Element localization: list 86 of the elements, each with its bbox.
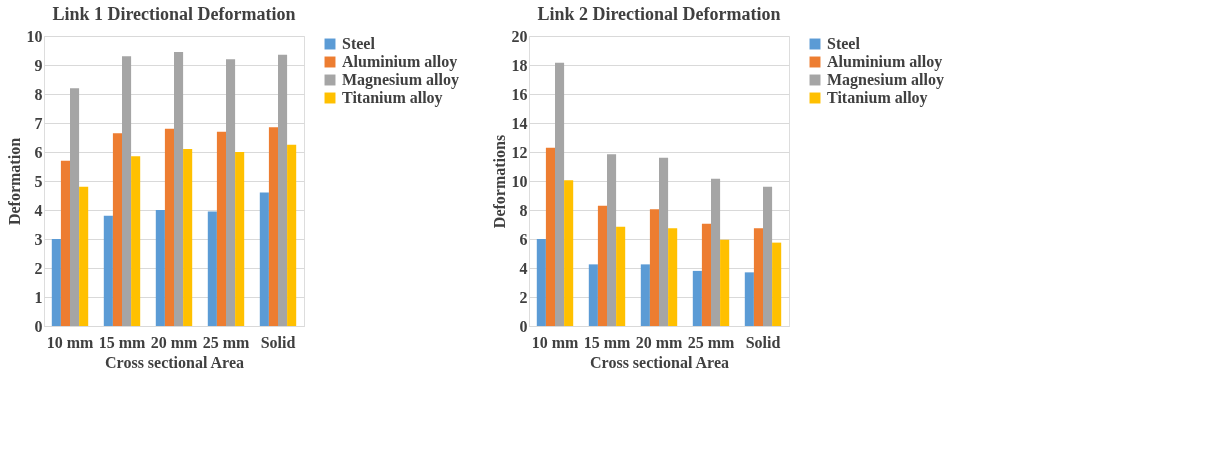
bar	[122, 56, 132, 326]
y-tick-label: 1	[34, 288, 43, 306]
x-axis-title: Cross sectional Area	[590, 353, 729, 371]
legend-label: Titanium alloy	[827, 89, 928, 107]
x-tick-label: 10 mm	[46, 333, 94, 351]
bar	[692, 270, 702, 326]
bar	[588, 264, 598, 326]
chart-title: Link 2 Directional Deformation	[537, 4, 781, 24]
bar	[70, 88, 80, 326]
y-tick-label: 12	[511, 143, 528, 161]
x-tick-label: Solid	[745, 333, 781, 351]
bar	[753, 228, 763, 326]
y-axis-title: Deformation	[5, 137, 23, 226]
bar	[744, 272, 754, 326]
bar	[164, 128, 174, 326]
y-tick-label: 4	[519, 259, 528, 277]
bar	[772, 242, 782, 326]
y-tick-label: 16	[511, 85, 528, 103]
bar	[564, 180, 574, 326]
y-tick-label: 8	[519, 201, 528, 219]
chart-title: Link 1 Directional Deformation	[52, 4, 296, 24]
bar	[616, 226, 626, 326]
bar	[668, 228, 678, 326]
x-tick-label: 25 mm	[687, 333, 735, 351]
y-tick-label: 4	[34, 201, 43, 219]
y-tick-label: 8	[34, 85, 43, 103]
bar	[103, 215, 113, 326]
bar	[287, 144, 297, 326]
legend-label: Magnesium alloy	[342, 71, 459, 89]
y-axis-title: Deformations	[490, 134, 508, 229]
legend-label: Steel	[342, 35, 376, 52]
y-tick-label: 10	[26, 27, 43, 45]
y-tick-label: 0	[34, 317, 43, 335]
y-tick-label: 10	[511, 172, 528, 190]
bar	[701, 223, 711, 326]
legend-label: Steel	[827, 35, 861, 52]
y-tick-label: 18	[511, 56, 528, 74]
legend-label: Aluminium alloy	[827, 53, 943, 71]
bar	[640, 264, 650, 326]
bar	[51, 239, 61, 326]
bar	[659, 157, 669, 326]
bar	[278, 54, 288, 326]
legend-label: Aluminium alloy	[342, 53, 458, 71]
bar	[597, 205, 607, 326]
y-tick-label: 9	[34, 56, 43, 74]
bar	[131, 156, 141, 326]
bar	[207, 211, 217, 326]
bar	[555, 62, 565, 326]
bar	[60, 160, 70, 326]
bar	[235, 152, 245, 326]
bar	[216, 131, 226, 326]
y-tick-label: 6	[34, 143, 43, 161]
bar	[112, 133, 122, 326]
legend-label: Titanium alloy	[342, 89, 443, 107]
x-tick-label: 20 mm	[635, 333, 683, 351]
bar	[259, 192, 269, 326]
bar	[649, 209, 659, 326]
bar	[720, 239, 730, 326]
bar	[155, 210, 165, 326]
x-axis-title: Cross sectional Area	[105, 353, 244, 371]
y-tick-label: 2	[34, 259, 43, 277]
bar	[763, 186, 773, 326]
bar	[711, 178, 721, 326]
legend-label: Magnesium alloy	[827, 71, 944, 89]
bar	[545, 147, 555, 326]
x-tick-label: 10 mm	[531, 333, 579, 351]
x-tick-label: Solid	[260, 333, 296, 351]
x-tick-label: 15 mm	[583, 333, 631, 351]
bar	[79, 186, 89, 326]
bar	[226, 59, 236, 326]
y-tick-label: 2	[519, 288, 528, 306]
x-tick-label: 15 mm	[98, 333, 146, 351]
y-tick-label: 14	[511, 114, 528, 132]
y-tick-label: 20	[511, 27, 528, 45]
y-tick-label: 7	[34, 114, 43, 132]
y-tick-label: 0	[519, 317, 528, 335]
y-tick-label: 6	[519, 230, 528, 248]
x-tick-label: 20 mm	[150, 333, 198, 351]
bar	[536, 239, 546, 326]
bar	[607, 154, 617, 326]
y-tick-label: 5	[34, 172, 43, 190]
bar	[268, 127, 278, 326]
bar	[174, 51, 184, 326]
x-tick-label: 25 mm	[202, 333, 250, 351]
y-tick-label: 3	[34, 230, 43, 248]
bar	[183, 149, 193, 326]
